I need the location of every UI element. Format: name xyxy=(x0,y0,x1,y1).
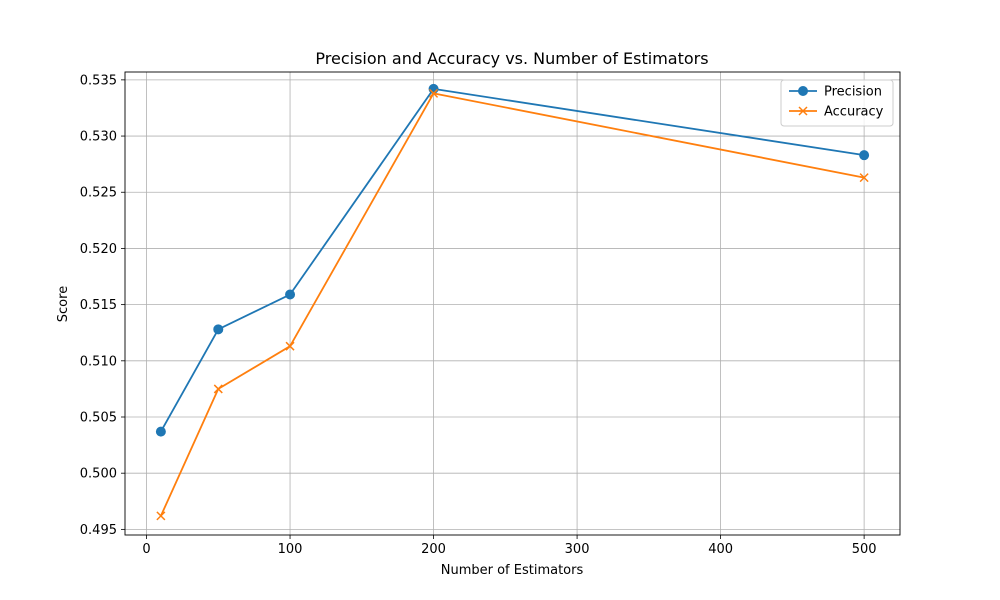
y-tick-label: 0.535 xyxy=(80,73,117,88)
series-accuracy xyxy=(156,88,869,521)
y-tick-label: 0.525 xyxy=(80,186,117,201)
y-tick-label: 0.505 xyxy=(80,411,117,426)
accuracy-point xyxy=(429,88,439,98)
legend-label-accuracy: Accuracy xyxy=(824,105,884,120)
y-tick-label: 0.515 xyxy=(80,298,117,313)
precision-point xyxy=(213,324,224,335)
accuracy-point xyxy=(859,173,869,183)
y-tick-label: 0.510 xyxy=(80,354,117,369)
x-tick-label: 100 xyxy=(278,542,303,557)
x-axis-label: Number of Estimators xyxy=(441,563,584,578)
legend-swatch-marker xyxy=(798,106,808,116)
y-tick-label: 0.495 xyxy=(80,523,117,538)
precision-point xyxy=(859,150,870,161)
x-tick-label: 0 xyxy=(142,542,150,557)
legend: Precision Accuracy xyxy=(780,79,894,127)
precision-point xyxy=(155,426,166,437)
legend-swatch-marker xyxy=(798,86,808,96)
y-tick-label: 0.530 xyxy=(80,130,117,145)
plot-area-frame xyxy=(124,71,901,536)
accuracy-point xyxy=(156,511,166,521)
y-tick-label: 0.520 xyxy=(80,242,117,257)
precision-point xyxy=(285,289,296,300)
x-tick-label: 200 xyxy=(421,542,446,557)
series-layer xyxy=(155,83,870,521)
y-axis-label: Score xyxy=(56,286,71,322)
precision-point xyxy=(428,83,439,94)
legend-item-precision: Precision xyxy=(789,85,882,100)
x-tick-label: 500 xyxy=(852,542,877,557)
chart-title: Precision and Accuracy vs. Number of Est… xyxy=(315,49,708,68)
accuracy-point xyxy=(213,384,223,394)
legend-label-precision: Precision xyxy=(824,85,882,100)
axis-ticks: 0 100 200 300 400 500 0.495 0.500 0.505 0.510 0.51… xyxy=(80,73,877,557)
series-precision xyxy=(155,83,870,437)
accuracy-point xyxy=(285,341,295,351)
x-tick-label: 400 xyxy=(708,542,733,557)
y-tick-label: 0.500 xyxy=(80,467,117,482)
grid xyxy=(125,72,900,535)
x-tick-label: 300 xyxy=(565,542,590,557)
legend-item-accuracy: Accuracy xyxy=(789,105,884,120)
